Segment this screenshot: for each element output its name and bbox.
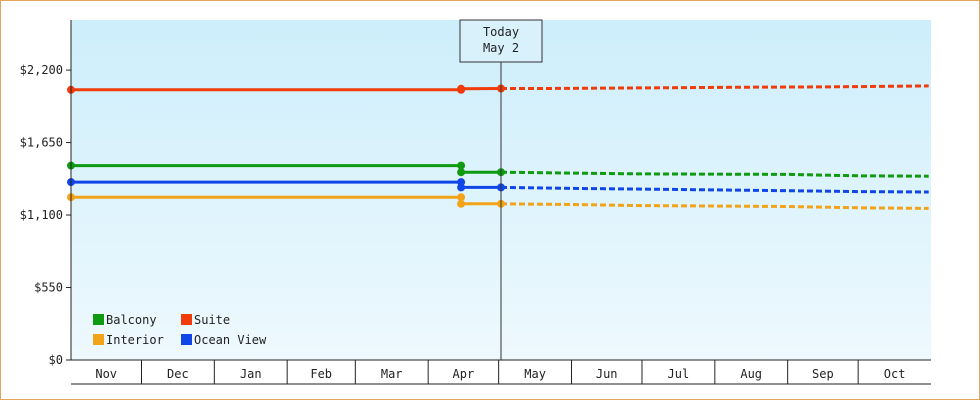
x-tick-label: Jun xyxy=(596,367,618,381)
x-tick-label: Sep xyxy=(812,367,834,381)
today-label-box xyxy=(459,19,543,63)
x-tick-label: Dec xyxy=(167,367,189,381)
x-tick-label: May xyxy=(524,367,546,381)
legend-swatch-ocean-view xyxy=(181,334,192,345)
data-point-ocean-view[interactable] xyxy=(457,183,466,192)
data-point-balcony[interactable] xyxy=(457,168,466,177)
data-point-balcony[interactable] xyxy=(457,161,466,170)
x-tick-label: Aug xyxy=(740,367,762,381)
legend-label-balcony[interactable]: Balcony xyxy=(106,313,157,327)
legend-swatch-balcony xyxy=(93,314,104,325)
x-tick-label: Jul xyxy=(668,367,690,381)
legend-swatch-suite xyxy=(181,314,192,325)
x-tick-label: Nov xyxy=(95,367,117,381)
data-point-interior[interactable] xyxy=(457,193,466,202)
y-tick-label: $1,650 xyxy=(20,136,63,150)
y-tick-label: $0 xyxy=(49,353,63,367)
x-tick-label: Jan xyxy=(240,367,262,381)
data-point-interior[interactable] xyxy=(457,199,466,208)
series-forecast-suite xyxy=(501,84,929,90)
today-date-label: May 2 xyxy=(483,41,519,55)
legend-label-ocean-view[interactable]: Ocean View xyxy=(194,333,267,347)
series-forecast-balcony xyxy=(500,170,929,178)
y-tick-label: $1,100 xyxy=(20,208,63,222)
legend-label-interior[interactable]: Interior xyxy=(106,333,164,347)
y-tick-label: $2,200 xyxy=(20,63,63,77)
legend-label-suite[interactable]: Suite xyxy=(194,313,230,327)
series-line-suite xyxy=(71,87,502,92)
x-tick-label: Feb xyxy=(310,367,332,381)
legend-swatch-interior xyxy=(93,334,104,345)
x-tick-label: Apr xyxy=(453,367,475,381)
x-tick-label: Oct xyxy=(884,367,906,381)
today-label: Today xyxy=(483,25,519,39)
series-forecast-ocean-view xyxy=(500,185,929,194)
data-point-suite[interactable] xyxy=(457,84,466,93)
y-tick-label: $550 xyxy=(34,281,63,295)
x-tick-label: Mar xyxy=(381,367,403,381)
series-forecast-interior xyxy=(500,202,929,210)
